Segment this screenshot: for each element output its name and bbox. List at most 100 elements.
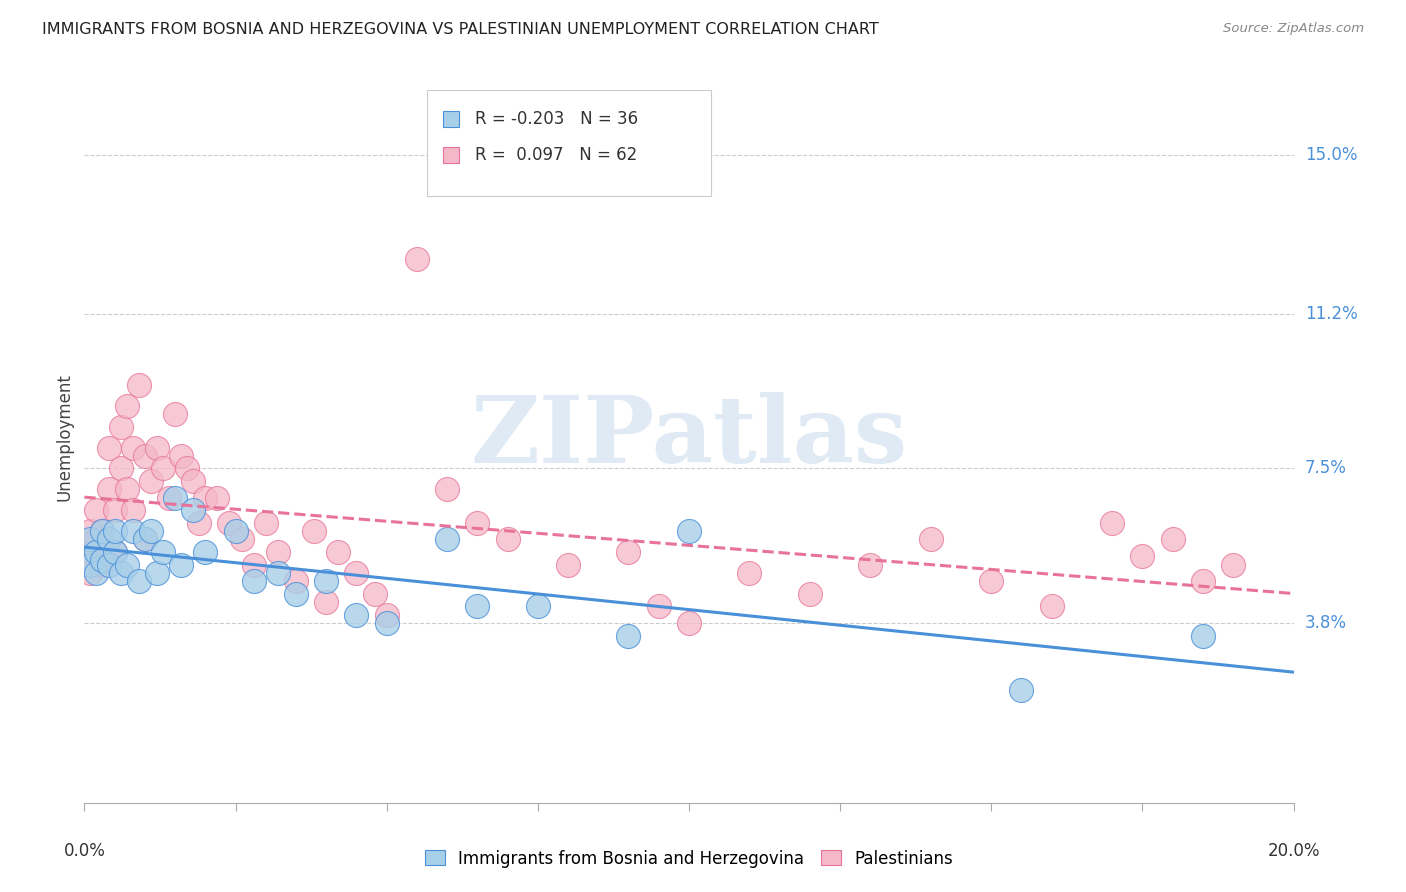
Point	[91, 558, 114, 572]
Point	[165, 491, 187, 505]
Point	[436, 533, 458, 547]
Point	[104, 503, 127, 517]
Point	[97, 558, 120, 572]
Point	[346, 566, 368, 580]
Point	[496, 533, 519, 547]
Point	[285, 587, 308, 601]
Point	[181, 474, 204, 488]
Point	[231, 533, 253, 547]
Point	[170, 558, 193, 572]
Text: 3.8%: 3.8%	[1305, 614, 1347, 632]
Point	[146, 441, 169, 455]
Point	[176, 461, 198, 475]
Point	[121, 524, 143, 538]
Point	[648, 599, 671, 614]
Point	[1040, 599, 1063, 614]
Point	[86, 566, 108, 580]
Point	[1130, 549, 1153, 564]
Point	[91, 553, 114, 567]
Point	[207, 491, 229, 505]
Point	[557, 558, 579, 572]
Point	[315, 574, 337, 589]
Point	[527, 599, 550, 614]
Point	[79, 558, 101, 572]
Point	[115, 558, 138, 572]
Text: IMMIGRANTS FROM BOSNIA AND HERZEGOVINA VS PALESTINIAN UNEMPLOYMENT CORRELATION C: IMMIGRANTS FROM BOSNIA AND HERZEGOVINA V…	[42, 22, 879, 37]
Point	[139, 524, 162, 538]
Point	[406, 252, 429, 267]
Point	[86, 533, 108, 547]
Point	[218, 516, 240, 530]
Point	[152, 545, 174, 559]
Point	[375, 607, 398, 622]
Point	[91, 524, 114, 538]
Point	[194, 545, 217, 559]
Point	[920, 533, 942, 547]
Point	[1101, 516, 1123, 530]
Point	[134, 533, 156, 547]
Point	[181, 503, 204, 517]
Point	[242, 574, 264, 589]
Point	[170, 449, 193, 463]
Point	[436, 483, 458, 497]
Point	[194, 491, 217, 505]
Text: 7.5%: 7.5%	[1305, 459, 1347, 477]
Point	[363, 587, 385, 601]
Point	[188, 516, 211, 530]
Point	[157, 491, 180, 505]
Point	[859, 558, 882, 572]
Point	[115, 399, 138, 413]
Point	[97, 441, 120, 455]
Point	[79, 566, 101, 580]
Text: 20.0%: 20.0%	[1267, 842, 1320, 860]
Point	[110, 566, 132, 580]
Text: 15.0%: 15.0%	[1305, 146, 1357, 164]
Point	[110, 461, 132, 475]
Text: 0.0%: 0.0%	[63, 842, 105, 860]
Point	[86, 503, 108, 517]
Text: Source: ZipAtlas.com: Source: ZipAtlas.com	[1223, 22, 1364, 36]
Point	[242, 558, 264, 572]
Point	[328, 545, 350, 559]
Point	[1192, 574, 1215, 589]
Text: 11.2%: 11.2%	[1305, 305, 1357, 323]
Point	[285, 574, 308, 589]
Point	[980, 574, 1002, 589]
Y-axis label: Unemployment: Unemployment	[55, 373, 73, 501]
Point	[1161, 533, 1184, 547]
Point	[346, 607, 368, 622]
Text: R = -0.203   N = 36: R = -0.203 N = 36	[475, 110, 638, 128]
Point	[128, 377, 150, 392]
Point	[1222, 558, 1244, 572]
Point	[115, 483, 138, 497]
Point	[91, 524, 114, 538]
Point	[121, 503, 143, 517]
Point	[121, 441, 143, 455]
Point	[134, 449, 156, 463]
Point	[134, 533, 156, 547]
Point	[267, 566, 290, 580]
Text: ZIPatlas: ZIPatlas	[471, 392, 907, 482]
Point	[79, 524, 101, 538]
Point	[467, 516, 489, 530]
Point	[86, 545, 108, 559]
Point	[617, 545, 640, 559]
Point	[165, 407, 187, 421]
Point	[104, 545, 127, 559]
Point	[1011, 682, 1033, 697]
Point	[225, 524, 247, 538]
Point	[315, 595, 337, 609]
Point	[104, 545, 127, 559]
Point	[267, 545, 290, 559]
Point	[146, 566, 169, 580]
Point	[254, 516, 277, 530]
Point	[139, 474, 162, 488]
Point	[302, 524, 325, 538]
Point	[79, 545, 101, 559]
Point	[79, 533, 101, 547]
Point	[110, 419, 132, 434]
Point	[738, 566, 761, 580]
Point	[104, 524, 127, 538]
Legend: Immigrants from Bosnia and Herzegovina, Palestinians: Immigrants from Bosnia and Herzegovina, …	[425, 849, 953, 868]
Point	[128, 574, 150, 589]
